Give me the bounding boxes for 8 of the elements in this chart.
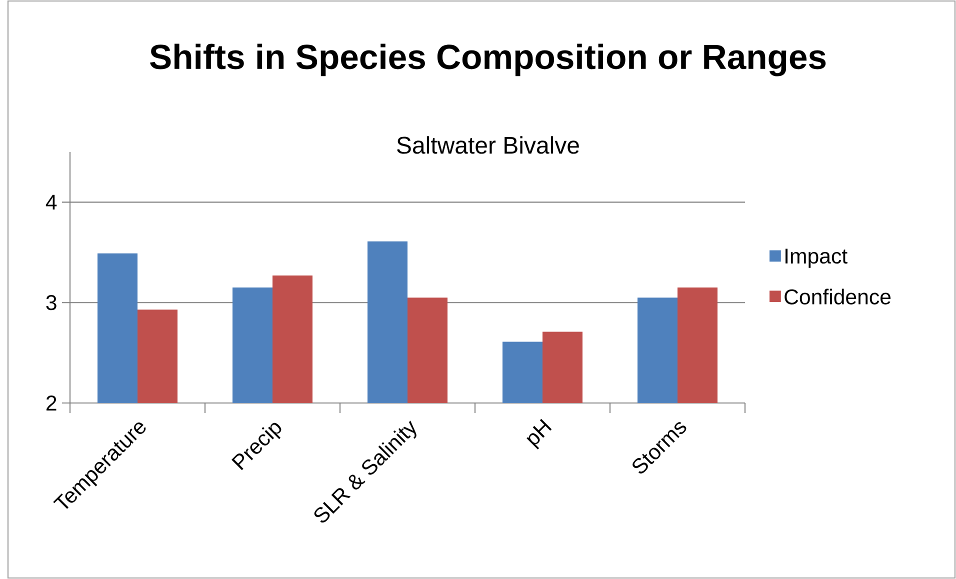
y-tick-label: 4 — [46, 194, 57, 210]
y-tick-label: 2 — [46, 396, 56, 410]
x-tick-label: pH — [526, 418, 552, 450]
y-tick-label: 3 — [46, 295, 56, 310]
chart-title: Shifts in Species Composition or Ranges — [150, 44, 826, 76]
legend-label: Impact — [786, 248, 848, 268]
legend-label: Confidence — [784, 288, 891, 304]
chart-subtitle: Saltwater Bivalve — [397, 136, 579, 154]
